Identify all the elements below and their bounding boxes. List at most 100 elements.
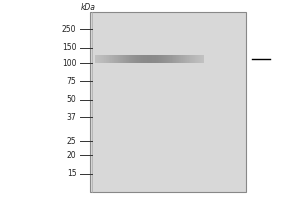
Bar xyxy=(96,55,97,63)
Bar xyxy=(146,55,147,63)
Bar xyxy=(113,55,114,63)
Bar xyxy=(95,55,96,63)
Bar xyxy=(101,55,102,63)
Bar xyxy=(177,55,178,63)
Text: 250: 250 xyxy=(62,24,76,33)
Text: 37: 37 xyxy=(67,112,76,121)
Bar xyxy=(126,55,127,63)
Bar xyxy=(94,55,95,63)
Bar xyxy=(106,55,107,63)
Bar xyxy=(196,55,197,63)
Bar xyxy=(136,55,137,63)
Bar xyxy=(114,55,115,63)
Bar xyxy=(98,55,99,63)
Bar xyxy=(111,55,112,63)
Bar xyxy=(120,55,121,63)
Bar xyxy=(137,55,138,63)
Bar xyxy=(171,55,172,63)
Bar xyxy=(172,55,173,63)
Bar xyxy=(160,55,161,63)
Text: 150: 150 xyxy=(62,44,76,52)
Bar xyxy=(193,55,194,63)
Bar xyxy=(123,55,124,63)
Bar xyxy=(152,55,153,63)
Bar xyxy=(195,55,196,63)
Text: 75: 75 xyxy=(67,76,76,86)
Bar xyxy=(154,55,155,63)
Bar xyxy=(132,55,133,63)
Bar xyxy=(133,55,134,63)
Bar xyxy=(170,55,171,63)
Bar xyxy=(185,55,186,63)
Bar xyxy=(122,55,123,63)
Bar xyxy=(148,55,149,63)
Bar xyxy=(112,55,113,63)
Bar xyxy=(194,55,195,63)
Bar xyxy=(179,55,180,63)
Bar xyxy=(191,55,192,63)
Bar xyxy=(192,55,193,63)
Bar xyxy=(110,55,111,63)
Bar xyxy=(117,55,118,63)
Bar xyxy=(182,55,183,63)
Bar xyxy=(125,55,126,63)
Bar xyxy=(190,55,191,63)
Bar xyxy=(180,55,181,63)
Bar xyxy=(201,55,202,63)
Bar xyxy=(90,12,246,192)
Bar xyxy=(129,55,130,63)
Bar xyxy=(159,55,160,63)
Bar xyxy=(199,55,200,63)
Text: 100: 100 xyxy=(62,58,76,68)
Bar xyxy=(115,55,116,63)
Bar xyxy=(202,55,203,63)
Bar xyxy=(184,55,185,63)
Bar xyxy=(119,55,120,63)
Text: 20: 20 xyxy=(67,150,76,160)
Bar xyxy=(135,55,136,63)
Bar xyxy=(104,55,105,63)
Bar xyxy=(124,55,125,63)
Bar xyxy=(108,55,109,63)
Bar xyxy=(162,55,163,63)
Bar xyxy=(150,55,151,63)
Bar xyxy=(168,55,169,63)
Bar xyxy=(144,55,145,63)
Text: kDa: kDa xyxy=(81,2,96,11)
Text: 25: 25 xyxy=(67,136,76,146)
Bar xyxy=(157,55,158,63)
Bar xyxy=(200,55,201,63)
Bar xyxy=(142,55,143,63)
Bar xyxy=(169,55,170,63)
Bar xyxy=(186,55,187,63)
Bar xyxy=(164,55,165,63)
Bar xyxy=(163,55,164,63)
Bar xyxy=(156,55,157,63)
Bar xyxy=(116,55,117,63)
Bar xyxy=(167,55,168,63)
Bar xyxy=(105,55,106,63)
Bar xyxy=(138,55,139,63)
Bar xyxy=(128,55,129,63)
Bar xyxy=(153,55,154,63)
Bar xyxy=(197,55,198,63)
Bar xyxy=(118,55,119,63)
Bar xyxy=(107,55,108,63)
Bar xyxy=(158,55,159,63)
Bar xyxy=(130,55,131,63)
Bar xyxy=(178,55,179,63)
Bar xyxy=(149,55,150,63)
Bar xyxy=(203,55,204,63)
Bar xyxy=(141,55,142,63)
Bar xyxy=(131,55,132,63)
Bar xyxy=(100,55,101,63)
Bar xyxy=(134,55,135,63)
Bar xyxy=(121,55,122,63)
Bar xyxy=(151,55,152,63)
Bar xyxy=(165,55,166,63)
Bar xyxy=(174,55,175,63)
Bar xyxy=(103,55,104,63)
Bar xyxy=(147,55,148,63)
Bar xyxy=(176,55,177,63)
Bar xyxy=(155,55,156,63)
